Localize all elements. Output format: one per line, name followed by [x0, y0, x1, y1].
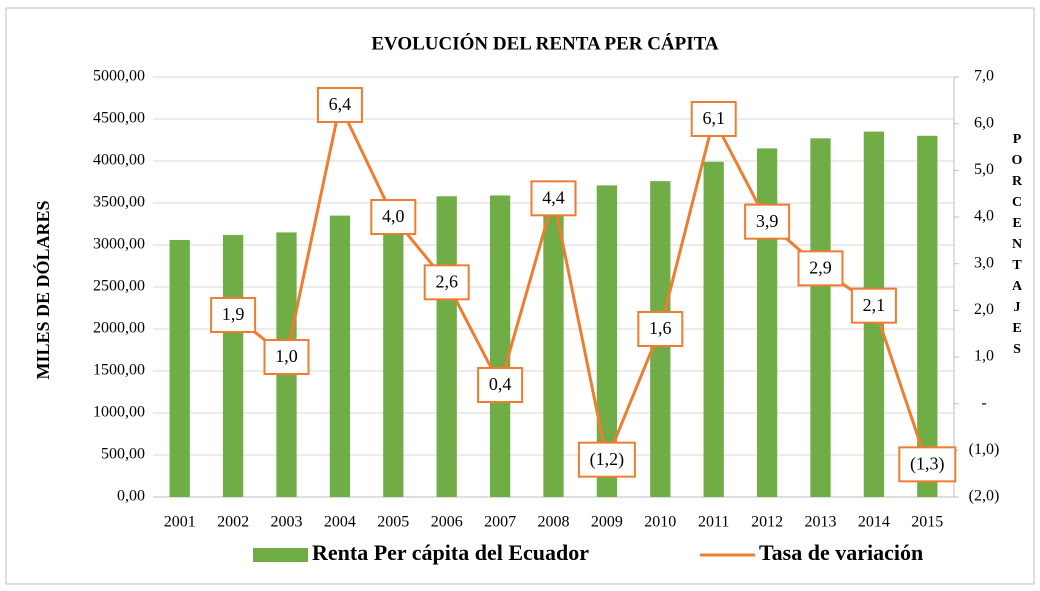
- y-tick-label: 500,00: [101, 446, 145, 463]
- y-tick-label: 3500,00: [93, 194, 145, 211]
- x-tick-label: 2009: [591, 514, 623, 531]
- x-tick-label: 2013: [805, 514, 837, 531]
- data-label-box: [690, 101, 737, 137]
- x-tick-label: 2003: [271, 514, 303, 531]
- legend-label: Renta Per cápita del Ecuador: [312, 540, 589, 565]
- x-tick-label: 2014: [858, 514, 890, 531]
- x-tick-label: 2007: [484, 514, 516, 531]
- y2-axis-label: PORCENTAJES: [1010, 132, 1025, 363]
- y-tick-label: 1500,00: [93, 362, 145, 379]
- data-label: 1,6: [649, 318, 672, 338]
- data-label-box: [423, 264, 470, 301]
- data-label-box: [850, 287, 897, 324]
- y2-tick-label: 2,0: [974, 301, 994, 318]
- y-tick-label: 4000,00: [93, 152, 145, 169]
- data-label-box: [744, 203, 791, 240]
- bar: [489, 195, 511, 497]
- data-label-box: [797, 250, 844, 287]
- legend-label: Tasa de variación: [759, 540, 923, 565]
- y-tick-label: 3000,00: [93, 236, 145, 253]
- bar: [703, 161, 724, 497]
- y2-tick-label: 5,0: [974, 161, 994, 178]
- chart-title: EVOLUCIÓN DEL RENTA PER CÁPITA: [371, 32, 719, 54]
- data-label-box: [477, 367, 524, 403]
- data-label: (1,3): [910, 453, 945, 474]
- data-label: 3,9: [756, 211, 779, 231]
- bar: [436, 196, 457, 497]
- y2-tick-label: 1,0: [974, 348, 994, 365]
- data-label-box: [370, 199, 417, 235]
- y2-tick-label: -: [981, 394, 986, 411]
- data-label: 6,4: [329, 94, 352, 114]
- y2-tick-label: 6,0: [974, 114, 994, 131]
- x-tick-label: 2012: [751, 514, 783, 531]
- y-tick-label: 1000,00: [93, 404, 145, 421]
- bar: [596, 185, 618, 498]
- y-tick-label: 0,00: [117, 488, 145, 505]
- y2-tick-label: 7,0: [974, 68, 994, 85]
- bar: [329, 215, 351, 497]
- data-label-box: [898, 446, 957, 483]
- x-tick-label: 2010: [644, 514, 676, 531]
- legend-swatch: [253, 548, 308, 562]
- data-label: (1,2): [590, 449, 625, 470]
- y-axis-label: MILES DE DÓLARES: [32, 200, 53, 379]
- bar: [756, 148, 778, 497]
- y-tick-label: 4500,00: [93, 110, 145, 127]
- x-tick-label: 2011: [698, 514, 729, 531]
- bar: [222, 234, 244, 498]
- y2-tick-label: (2,0): [969, 488, 1000, 505]
- data-label-box: [316, 87, 363, 123]
- data-label-box: [263, 339, 310, 375]
- y-tick-label: 5000,00: [93, 68, 145, 85]
- data-label: 4,4: [542, 187, 565, 207]
- x-tick-label: 2005: [377, 514, 409, 531]
- x-tick-label: 2015: [911, 514, 943, 531]
- bar: [917, 135, 938, 498]
- data-label: 2,6: [435, 271, 458, 291]
- bar: [169, 239, 190, 497]
- y2-tick-label: (1,0): [969, 441, 1000, 458]
- data-label: 0,4: [489, 374, 512, 394]
- bar: [383, 228, 404, 497]
- data-label-box: [577, 441, 636, 478]
- x-tick-label: 2004: [324, 514, 356, 531]
- chart-frame: [5, 7, 1035, 585]
- data-label-box: [637, 311, 684, 347]
- x-tick-label: 2001: [164, 514, 196, 531]
- y-tick-label: 2500,00: [93, 278, 145, 295]
- data-label: 2,1: [863, 295, 886, 315]
- y2-tick-label: 4,0: [974, 208, 994, 225]
- x-tick-label: 2008: [538, 514, 570, 531]
- data-label-box: [530, 180, 577, 217]
- data-label: 1,9: [222, 304, 245, 324]
- bar: [810, 138, 831, 497]
- data-label: 6,1: [702, 108, 725, 128]
- data-label: 2,9: [809, 257, 832, 277]
- y2-tick-label: 3,0: [974, 254, 994, 271]
- data-label-box: [210, 297, 257, 333]
- data-label: 4,0: [382, 206, 405, 226]
- data-label: 1,0: [275, 346, 298, 366]
- x-tick-label: 2006: [431, 514, 463, 531]
- x-tick-label: 2002: [217, 514, 249, 531]
- bar: [543, 205, 564, 497]
- y-tick-label: 2000,00: [93, 320, 145, 337]
